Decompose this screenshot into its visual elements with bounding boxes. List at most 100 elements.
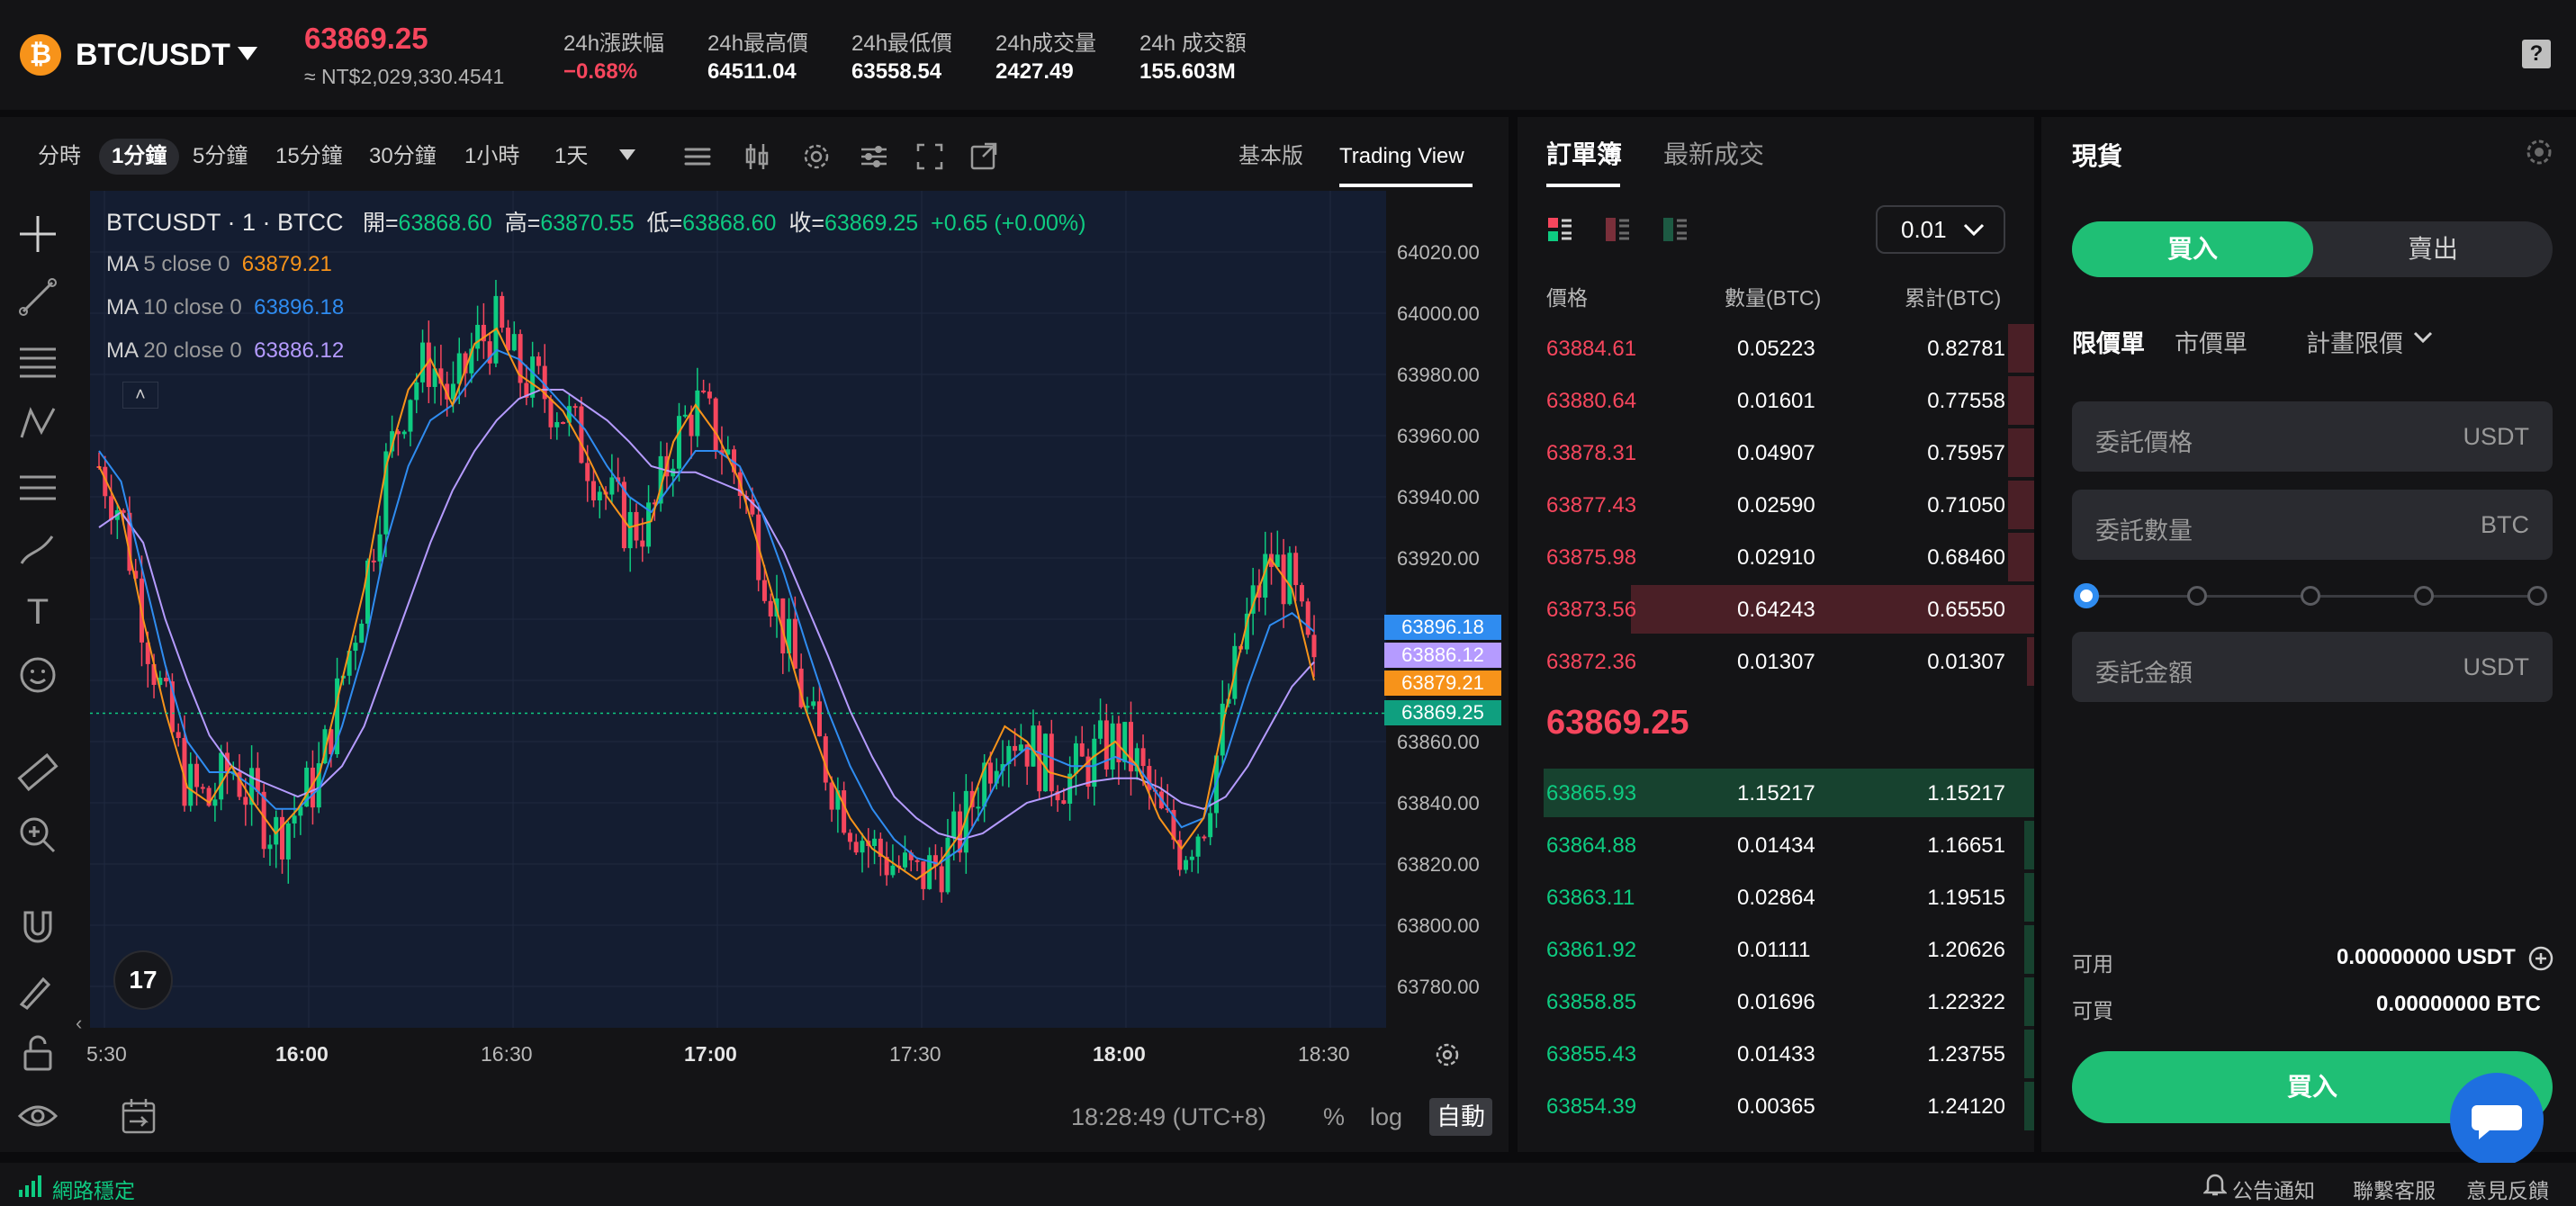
pair-selector[interactable]: BTC/USDT — [76, 38, 230, 72]
screenshot-icon[interactable] — [967, 139, 1001, 175]
tab-recent-trades[interactable]: 最新成交 — [1663, 140, 1765, 168]
candle-body — [1281, 554, 1286, 605]
ask-row[interactable]: 63884.61 0.05223 0.82781 — [1518, 322, 2034, 374]
precision-select[interactable]: 0.01 — [1876, 205, 2005, 254]
trend-line-icon[interactable] — [16, 275, 59, 319]
scale-auto[interactable]: 自動 — [1429, 1098, 1492, 1136]
candle-body — [1274, 554, 1280, 567]
eye-icon[interactable] — [16, 1094, 59, 1138]
sliders-icon[interactable] — [857, 139, 891, 175]
timeframe-tick[interactable]: 分時 — [38, 144, 81, 168]
ask-row[interactable]: 63877.43 0.02590 0.71050 — [1518, 479, 2034, 531]
timeframe-1m[interactable]: 1分鐘 — [99, 139, 180, 175]
slider-step-25[interactable] — [2187, 586, 2207, 606]
chart-plot-area[interactable] — [90, 191, 1386, 1028]
tradingview-logo: 17 — [113, 950, 173, 1010]
fullscreen-icon[interactable] — [913, 139, 947, 175]
date-range-icon[interactable] — [121, 1096, 157, 1136]
slider-step-75[interactable] — [2414, 586, 2434, 606]
qty-input[interactable]: 委託數量 BTC — [2072, 490, 2553, 560]
bid-row[interactable]: 63865.93 1.15217 1.15217 — [1518, 767, 2034, 819]
timeframe-1d[interactable]: 1天 — [554, 144, 589, 168]
legend-symbol[interactable]: BTCUSDT · 1 · BTCC — [106, 209, 344, 236]
candle-type-icon[interactable] — [740, 139, 774, 175]
ma10-legend[interactable]: MA 10 close 0 63896.18 — [106, 295, 344, 320]
bid-row[interactable]: 63863.11 0.02864 1.19515 — [1518, 871, 2034, 923]
view-both-icon[interactable] — [1546, 216, 1573, 243]
chevron-down-icon[interactable] — [238, 47, 257, 60]
ask-row[interactable]: 63875.98 0.02910 0.68460 — [1518, 531, 2034, 583]
lock-drawing-icon[interactable] — [16, 968, 59, 1012]
candle-body — [371, 560, 376, 562]
ma5-legend[interactable]: MA 5 close 0 63879.21 — [106, 252, 332, 277]
collapse-legend-icon[interactable]: ˄ — [122, 382, 158, 409]
horizontal-lines-icon[interactable] — [16, 338, 59, 382]
scale-log[interactable]: log — [1370, 1103, 1403, 1130]
version-tradingview[interactable]: Trading View — [1339, 144, 1464, 168]
zoom-in-icon[interactable] — [16, 814, 59, 857]
text-tool-icon[interactable]: T — [26, 592, 50, 632]
emoji-icon[interactable] — [16, 653, 59, 697]
order-type-limit[interactable]: 限價單 — [2072, 330, 2145, 357]
view-bids-icon[interactable] — [1662, 216, 1689, 243]
timeframe-dropdown-icon[interactable] — [619, 149, 635, 160]
fib-icon[interactable] — [16, 464, 59, 508]
brush-icon[interactable] — [16, 527, 59, 571]
help-icon[interactable]: ? — [2522, 40, 2551, 68]
view-asks-icon[interactable] — [1604, 216, 1631, 243]
link-feedback[interactable]: 意見反饋 — [2466, 1179, 2549, 1202]
bid-row[interactable]: 63861.92 0.01111 1.20626 — [1518, 923, 2034, 976]
candle-body — [860, 841, 865, 853]
timeframe-30m[interactable]: 30分鐘 — [369, 144, 437, 168]
bid-row[interactable]: 63855.43 0.01433 1.23755 — [1518, 1028, 2034, 1080]
indicators-menu-icon[interactable] — [680, 139, 715, 175]
bell-icon[interactable] — [2203, 1172, 2227, 1197]
order-type-market[interactable]: 市價單 — [2175, 330, 2247, 357]
tab-orderbook[interactable]: 訂單簿 — [1546, 140, 1623, 168]
scale-percent[interactable]: % — [1323, 1103, 1346, 1130]
chat-support-button[interactable] — [2450, 1073, 2544, 1166]
timeframe-5m[interactable]: 5分鐘 — [193, 144, 248, 168]
ask-row[interactable]: 63880.64 0.01601 0.77558 — [1518, 374, 2034, 427]
ruler-icon[interactable] — [16, 751, 59, 794]
stat-turnover-value: 155.603M — [1139, 59, 1236, 84]
candle-body — [1031, 725, 1036, 767]
amount-slider-handle[interactable] — [2074, 583, 2099, 608]
bid-row[interactable]: 63864.88 0.01434 1.16651 — [1518, 819, 2034, 871]
sell-tab[interactable]: 賣出 — [2407, 235, 2458, 263]
ma20-legend[interactable]: MA 20 close 0 63886.12 — [106, 338, 344, 364]
link-announcements[interactable]: 公告通知 — [2232, 1179, 2315, 1202]
timeframe-15m[interactable]: 15分鐘 — [275, 144, 343, 168]
slider-step-50[interactable] — [2301, 586, 2320, 606]
gear-icon[interactable] — [799, 139, 833, 175]
version-basic[interactable]: 基本版 — [1238, 144, 1303, 168]
bid-row[interactable]: 63858.85 0.01696 1.22322 — [1518, 976, 2034, 1028]
chevron-down-icon[interactable] — [1962, 221, 1986, 238]
candle-body — [627, 511, 633, 549]
bid-row[interactable]: 63854.39 0.00365 1.24120 — [1518, 1080, 2034, 1132]
chart-legend-main: BTCUSDT · 1 · BTCC 開=63868.60 高=63870.55… — [106, 205, 1085, 238]
collapse-toolbar-icon[interactable]: ‹ — [76, 1012, 83, 1034]
timeframe-1h[interactable]: 1小時 — [464, 144, 520, 168]
lock-icon[interactable] — [16, 1031, 59, 1075]
ask-row[interactable]: 63872.36 0.01307 0.01307 — [1518, 635, 2034, 688]
order-type-plan[interactable]: 計畫限價 — [2306, 330, 2403, 357]
amount-input[interactable]: 委託金額 USDT — [2072, 632, 2553, 702]
price-input[interactable]: 委託價格 USDT — [2072, 401, 2553, 472]
ask-row[interactable]: 63878.31 0.04907 0.75957 — [1518, 427, 2034, 479]
link-support[interactable]: 聯繫客服 — [2353, 1179, 2436, 1202]
magnet-icon[interactable] — [16, 905, 59, 949]
ma10-price-tag: 63896.18 — [1384, 615, 1501, 640]
slider-step-100[interactable] — [2527, 586, 2547, 606]
gear-icon[interactable] — [2524, 137, 2554, 167]
pattern-icon[interactable] — [16, 401, 59, 445]
add-funds-icon[interactable] — [2527, 945, 2554, 972]
crosshair-icon[interactable] — [16, 212, 59, 256]
ask-row[interactable]: 63873.56 0.64243 0.65550 — [1518, 583, 2034, 635]
chevron-down-icon[interactable] — [2412, 329, 2434, 346]
buy-tab[interactable]: 買入 — [2072, 221, 2313, 277]
chart-settings-icon[interactable] — [1433, 1040, 1462, 1069]
ohlc-high: 63870.55 — [540, 211, 635, 236]
candle-body — [932, 855, 938, 867]
candle-body — [761, 580, 767, 601]
